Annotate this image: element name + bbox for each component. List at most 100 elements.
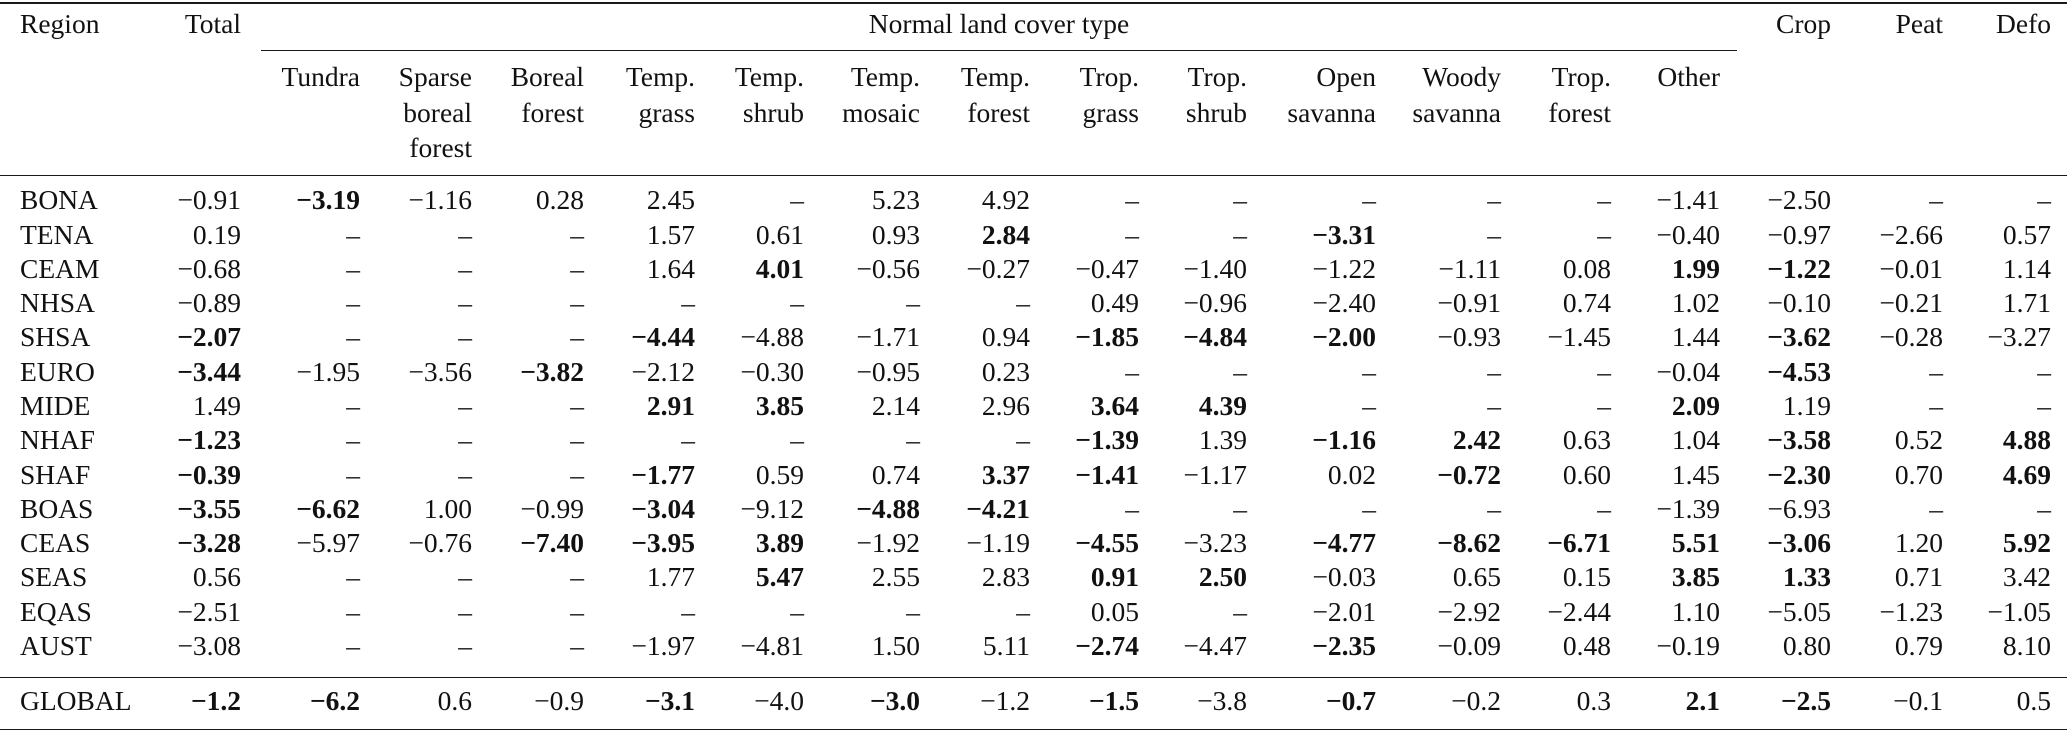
value-cell-open-savanna: – (1362, 355, 1376, 387)
value-cell-defo: 0.5 (2016, 685, 2051, 716)
global-rule (0, 677, 2067, 679)
value-cell-peat: 0.70 (1894, 458, 1943, 490)
value-cell-trop-shrub: −1.40 (1183, 252, 1247, 284)
value-cell-temp-forest: −1.2 (980, 685, 1030, 716)
value-cell-temp-shrub: 3.85 (755, 389, 804, 421)
value-cell-temp-shrub: – (790, 184, 804, 216)
value-cell-other: 1.45 (1671, 458, 1720, 490)
value-cell-other: 2.1 (1685, 685, 1720, 716)
value-cell-other: 1.44 (1671, 321, 1720, 353)
value-cell-temp-grass: −3.04 (631, 492, 695, 524)
value-cell-temp-forest: 4.92 (981, 184, 1030, 216)
value-cell-trop-forest: 0.3 (1576, 685, 1611, 716)
value-cell-sparse-boreal-forest: −0.76 (408, 527, 472, 558)
value-cell-peat: – (1929, 184, 1943, 216)
value-cell-other: −1.39 (1656, 492, 1720, 524)
value-cell-open-savanna: −2.01 (1312, 595, 1376, 627)
table-row: CEAM −0.68 – – – 1.64 4.01 −0.56 −0.27 −0.47 −1.40… (0, 252, 2067, 286)
value-cell-crop: 1.19 (1782, 389, 1831, 421)
value-cell-open-savanna: −2.35 (1312, 629, 1376, 661)
value-cell-tundra: – (346, 287, 360, 319)
value-cell-boreal-forest: −3.82 (520, 355, 584, 387)
value-cell-temp-mosaic: −0.56 (856, 252, 920, 284)
table-row: EQAS −2.51 – – – – – – – 0.05 – −2.01 −2.92 −2.44 1.10… (0, 595, 2067, 629)
value-cell-trop-grass: – (1125, 355, 1139, 387)
value-cell-total: −2.07 (177, 321, 241, 353)
value-cell-other: 1.04 (1671, 424, 1720, 456)
value-cell-peat: 0.71 (1894, 561, 1943, 593)
value-cell-other: 1.10 (1671, 595, 1720, 627)
value-cell-peat: −1.23 (1879, 595, 1943, 627)
value-cell-trop-shrub: −3.23 (1183, 527, 1247, 558)
value-cell-crop: −6.93 (1767, 492, 1831, 524)
column-header-total: Total (184, 8, 241, 39)
value-cell-open-savanna: 0.02 (1327, 458, 1376, 490)
value-cell-other: 2.09 (1671, 389, 1720, 421)
table-row: NHSA −0.89 – – – – – – – 0.49 −0.96 −2.40 −0.91 0.74 1… (0, 286, 2067, 320)
value-cell-temp-mosaic: −1.92 (856, 527, 920, 558)
table-row: SEAS 0.56 – – – 1.77 5.47 2.55 2.83 0.91 2.50 −0.03… (0, 560, 2067, 594)
value-cell-trop-forest: 0.15 (1562, 561, 1611, 593)
value-cell-crop: −3.06 (1767, 527, 1831, 558)
value-cell-tundra: −6.2 (309, 685, 360, 716)
value-cell-defo: 1.14 (2002, 252, 2051, 284)
value-cell-defo: 0.57 (2002, 218, 2051, 250)
region-cell: TENA (20, 218, 94, 250)
value-cell-trop-grass: −2.74 (1075, 629, 1139, 661)
value-cell-peat: – (1929, 355, 1943, 387)
column-header-tundra: Tundra (282, 59, 360, 95)
value-cell-temp-mosaic: 5.23 (871, 184, 920, 216)
value-cell-temp-mosaic: 1.50 (871, 629, 920, 661)
value-cell-boreal-forest: −0.99 (520, 492, 584, 524)
column-header-crop: Crop (1776, 8, 1831, 39)
region-cell: SHAF (20, 458, 91, 490)
column-header-line: mosaic (842, 96, 920, 128)
column-header-line: Trop. (1079, 61, 1139, 92)
value-cell-temp-mosaic: 0.74 (871, 458, 920, 490)
value-cell-temp-forest: 2.84 (981, 218, 1030, 250)
column-header-temp-forest: Temp. forest (961, 59, 1030, 130)
region-cell: MIDE (20, 389, 91, 421)
value-cell-woody-savanna: – (1487, 492, 1501, 524)
value-cell-tundra: – (346, 629, 360, 661)
column-header-line: forest (967, 96, 1030, 128)
column-header-sparse-boreal-forest: Sparse boreal forest (399, 59, 472, 166)
value-cell-temp-grass: – (681, 424, 695, 456)
value-cell-total: −3.44 (177, 355, 241, 387)
value-cell-temp-forest: – (1016, 595, 1030, 627)
value-cell-temp-forest: 2.83 (981, 561, 1030, 593)
value-cell-trop-forest: 0.08 (1562, 252, 1611, 284)
column-header-line: grass (1082, 96, 1139, 128)
value-cell-open-savanna: – (1362, 492, 1376, 524)
value-cell-sparse-boreal-forest: – (458, 218, 472, 250)
value-cell-total: −0.91 (177, 184, 241, 216)
value-cell-crop: −2.5 (1780, 685, 1831, 716)
value-cell-other: −1.41 (1656, 184, 1720, 216)
region-cell: NHAF (20, 424, 95, 456)
value-cell-trop-grass: −1.41 (1075, 458, 1139, 490)
value-cell-other: 5.51 (1671, 527, 1720, 558)
value-cell-boreal-forest: – (570, 321, 584, 353)
value-cell-trop-shrub: – (1233, 218, 1247, 250)
value-cell-boreal-forest: −7.40 (520, 527, 584, 558)
value-cell-trop-shrub: −0.96 (1183, 287, 1247, 319)
value-cell-temp-shrub: 3.89 (755, 527, 804, 558)
value-cell-sparse-boreal-forest: – (458, 321, 472, 353)
column-header-line: savanna (1412, 96, 1501, 128)
value-cell-woody-savanna: 0.65 (1452, 561, 1501, 593)
value-cell-temp-forest: 5.11 (982, 629, 1030, 661)
value-cell-sparse-boreal-forest: – (458, 629, 472, 661)
value-cell-open-savanna: −3.31 (1312, 218, 1376, 250)
value-cell-temp-mosaic: – (906, 595, 920, 627)
region-cell: BONA (20, 184, 98, 216)
value-cell-crop: −2.30 (1767, 458, 1831, 490)
table-row: MIDE 1.49 – – – 2.91 3.85 2.14 2.96 3.64 4.39 – – – 2.… (0, 389, 2067, 423)
value-cell-peat: −2.66 (1879, 218, 1943, 250)
value-cell-total: −2.51 (177, 595, 241, 627)
value-cell-sparse-boreal-forest: – (458, 287, 472, 319)
value-cell-crop: −3.62 (1767, 321, 1831, 353)
value-cell-trop-grass: – (1125, 218, 1139, 250)
column-header-line: Temp. (960, 61, 1030, 92)
value-cell-boreal-forest: – (570, 595, 584, 627)
column-header-line: Temp. (734, 61, 804, 92)
